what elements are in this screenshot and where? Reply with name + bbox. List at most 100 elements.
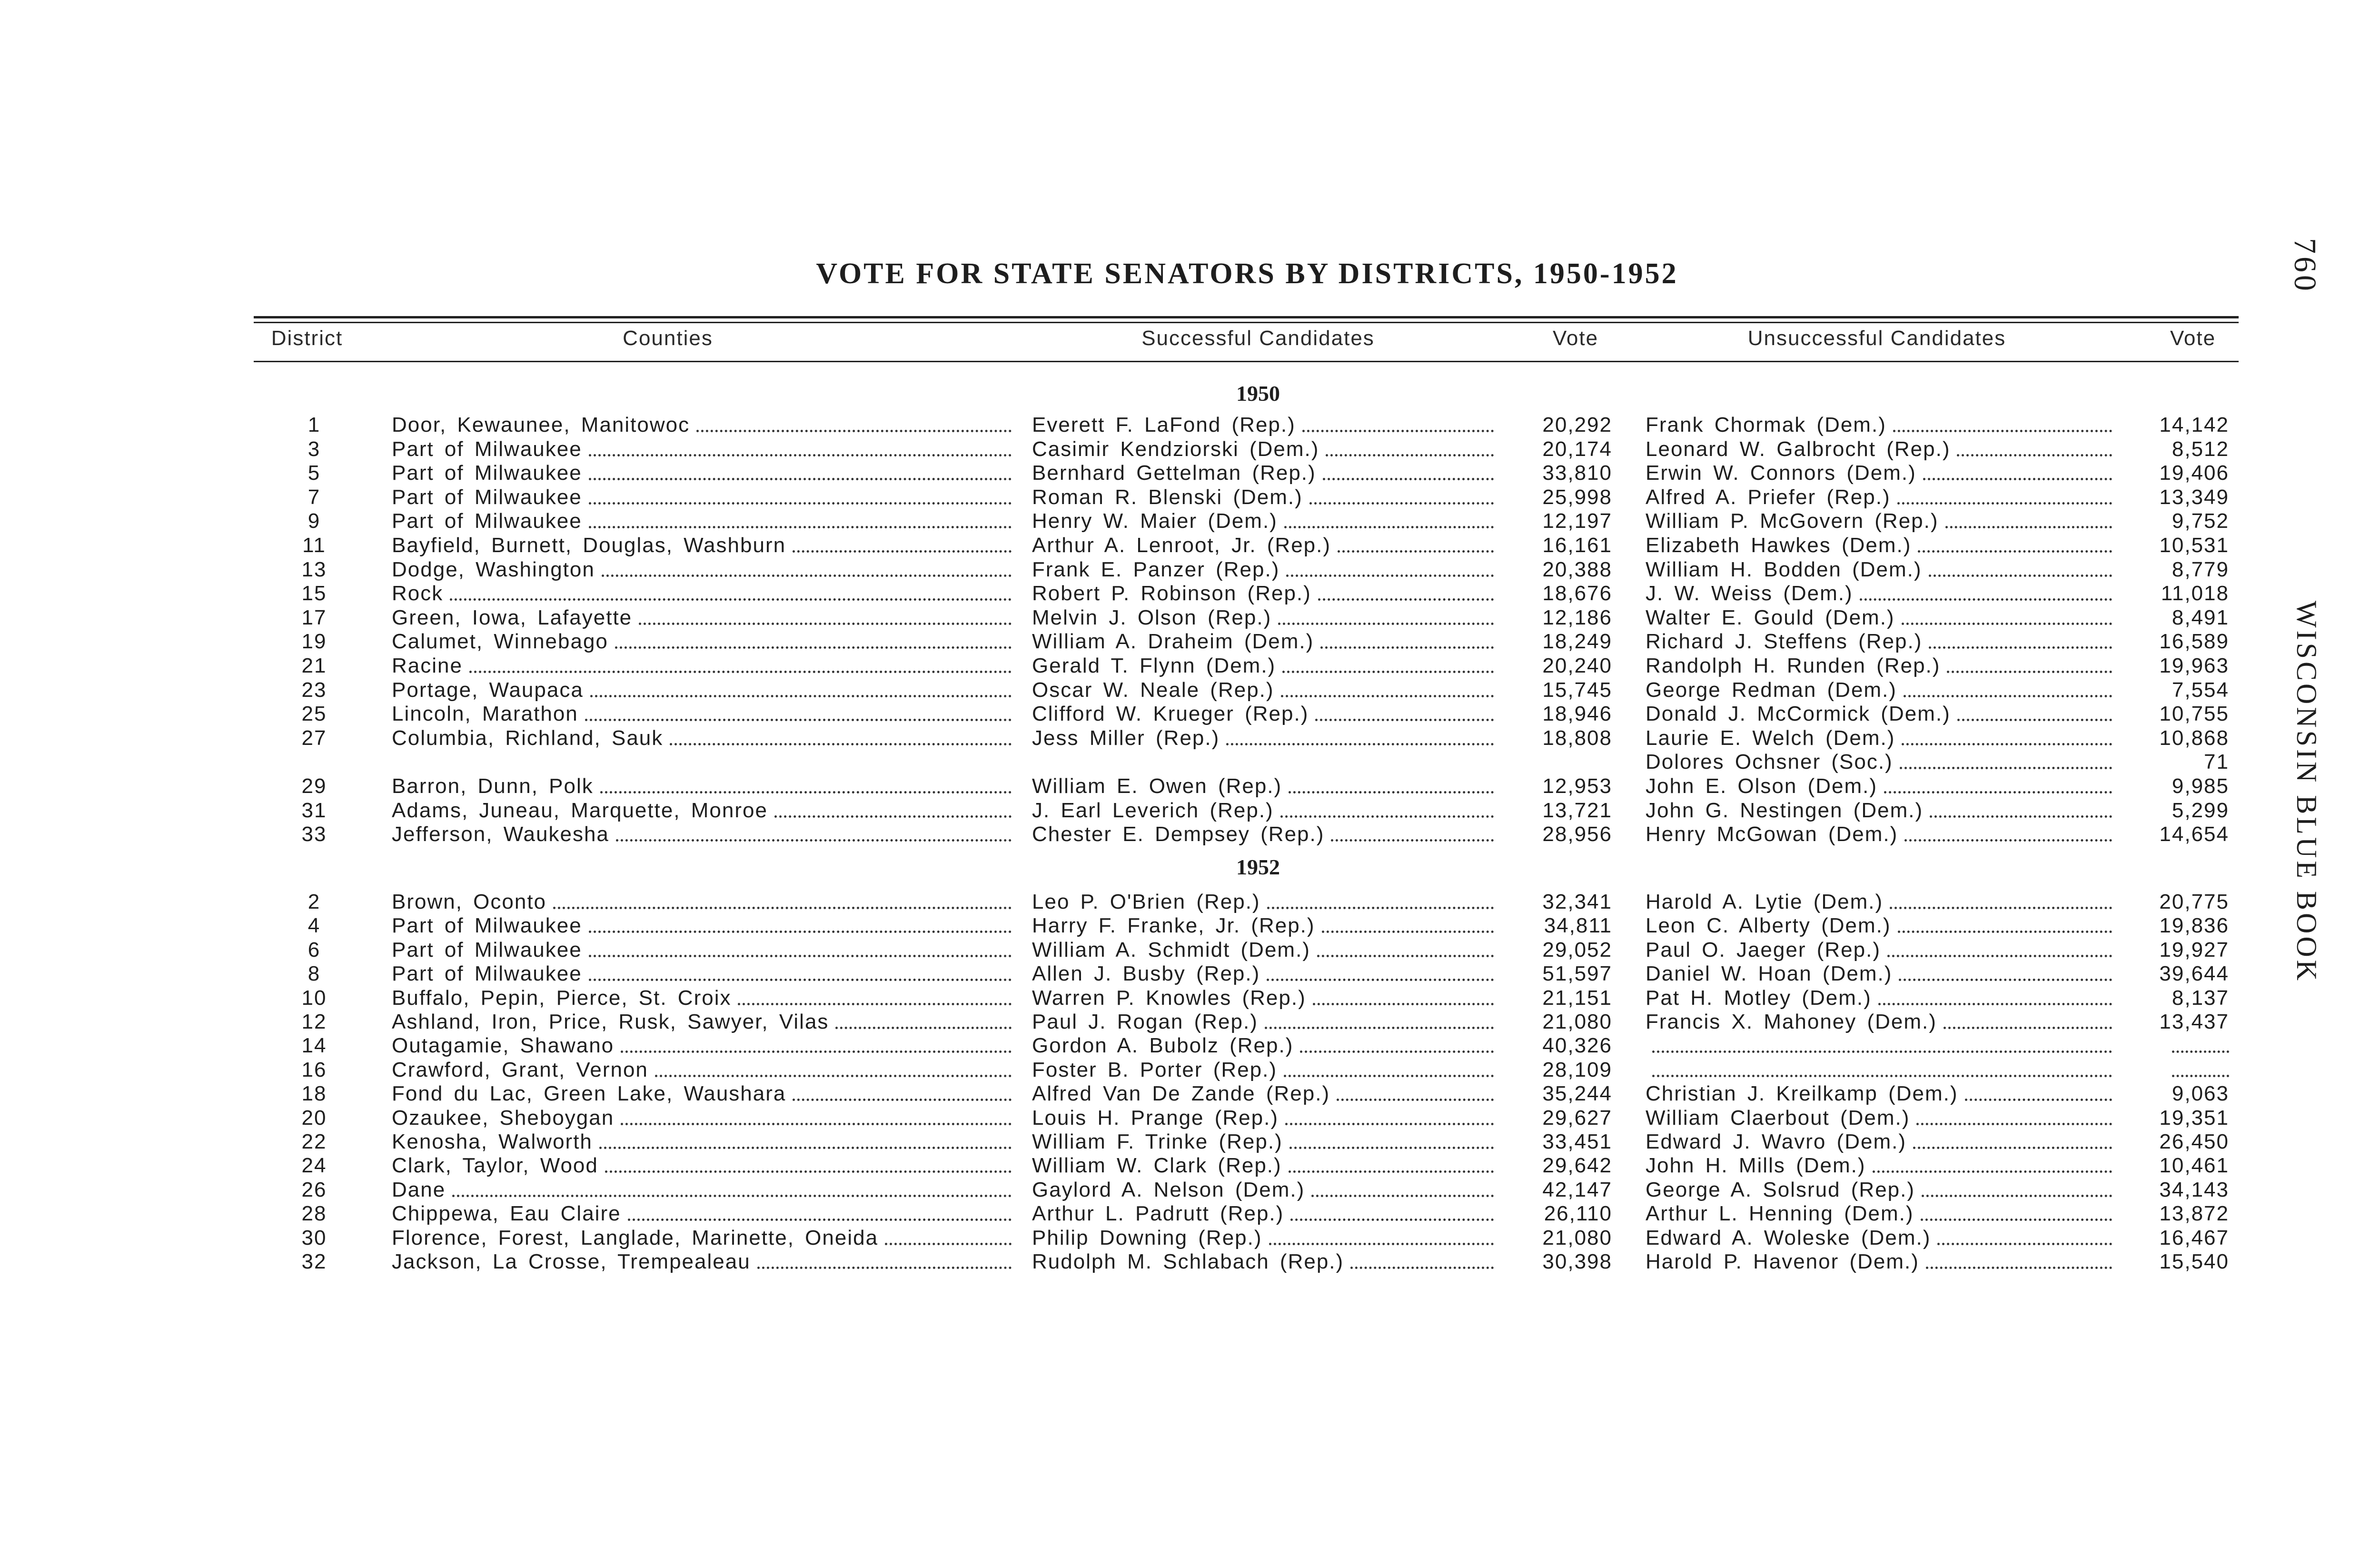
counties-text: Part of Milwaukee [392,437,582,461]
successful-vote: 34,811 [1544,914,1612,938]
table-row: 21 Racine Gerald T. Flynn (Dem.) 20,240 Rand… [0,654,2380,678]
dot-leader [1350,1267,1494,1269]
successful-vote: 30,398 [1542,1250,1612,1273]
successful-vote: 18,946 [1542,702,1612,726]
counties: Green, Iowa, Lafayette [392,606,1012,630]
counties-text: Jefferson, Waukesha [392,823,609,846]
counties: Buffalo, Pepin, Pierce, St. Croix [392,986,1012,1010]
successful-vote: 26,110 [1544,1202,1612,1226]
dot-leader [1887,954,2112,957]
unsuccessful-candidate: Erwin W. Connors (Dem.) [1646,461,2112,485]
table-row: 26 Dane Gaylord A. Nelson (Dem.) 42,147 Geor… [0,1178,2380,1202]
unsuccessful-vote: 13,437 [2159,1010,2229,1033]
counties-text: Part of Milwaukee [392,485,582,509]
dot-leader [1884,791,2112,793]
successful-candidate: Bernhard Gettelman (Rep.) [1032,461,1494,485]
dot-leader [1913,1147,2112,1149]
table-row: 17 Green, Iowa, Lafayette Melvin J. Olson … [0,606,2380,630]
successful-vote: 33,810 [1542,461,1612,485]
counties-text: Kenosha, Walworth [392,1130,593,1153]
counties: Adams, Juneau, Marquette, Monroe [392,799,1012,823]
district-number: 2 [307,890,321,913]
dot-leader [1957,454,2112,456]
counties-text: Lincoln, Marathon [392,702,578,726]
unsuccessful-candidate-text: Christian J. Kreilkamp (Dem.) [1646,1082,1958,1106]
unsuccessful-candidate-text: Elizabeth Hawkes (Dem.) [1646,534,1912,557]
unsuccessful-candidate-text: Walter E. Gould (Dem.) [1646,605,1895,629]
dot-leader [450,598,1012,601]
dot-leader [757,1267,1012,1269]
successful-candidate: Louis H. Prange (Rep.) [1032,1106,1494,1130]
district-number: 21 [301,654,327,677]
unsuccessful-candidate: Pat H. Motley (Dem.) [1646,986,2112,1010]
successful-candidate-text: William A. Draheim (Dem.) [1032,630,1314,654]
successful-candidate-text: Roman R. Blenski (Dem.) [1032,485,1303,509]
unsuccessful-candidate-text: Randolph H. Runden (Rep.) [1646,654,1941,677]
unsuccessful-vote-blank [2132,1034,2229,1058]
district-number: 9 [307,509,321,533]
unsuccessful-candidate-blank [1646,1058,2112,1082]
counties-text: Outagamie, Shawano [392,1034,615,1058]
unsuccessful-candidate-text: Frank Chormak (Dem.) [1646,413,1886,436]
district-number: 14 [301,1034,327,1058]
district-number: 3 [307,437,321,461]
successful-candidate: Arthur L. Padrutt (Rep.) [1032,1202,1494,1226]
page-title: VOTE FOR STATE SENATORS BY DISTRICTS, 19… [816,258,1678,290]
unsuccessful-vote: 11,018 [2161,582,2229,605]
district-number: 30 [301,1226,327,1249]
successful-candidate-text: Foster B. Porter (Rep.) [1032,1058,1278,1081]
unsuccessful-vote: 71 [2204,750,2229,774]
table-row: 4 Part of Milwaukee Harry F. Franke, Jr. (… [0,914,2380,938]
table-row: 6 Part of Milwaukee William A. Schmidt (De… [0,938,2380,962]
unsuccessful-candidate-text: John E. Olson (Dem.) [1646,774,1878,798]
unsuccessful-vote: 8,137 [2172,986,2229,1010]
unsuccessful-candidate: Christian J. Kreilkamp (Dem.) [1646,1082,2112,1106]
table-row: 1 Door, Kewaunee, Manitowoc Everett F. LaF… [0,413,2380,437]
unsuccessful-candidate: George A. Solsrud (Rep.) [1646,1178,2112,1202]
successful-candidate: Henry W. Maier (Dem.) [1032,509,1494,533]
unsuccessful-candidate: William Claerbout (Dem.) [1646,1106,2112,1130]
successful-candidate: William F. Trinke (Rep.) [1032,1130,1494,1154]
unsuccessful-vote: 10,755 [2159,702,2229,726]
unsuccessful-candidate: William P. McGovern (Rep.) [1646,509,2112,533]
successful-candidate: Harry F. Franke, Jr. (Rep.) [1032,914,1494,938]
counties: Columbia, Richland, Sauk [392,726,1012,750]
table-row: 15 Rock Robert P. Robinson (Rep.) 18,676 J. … [0,582,2380,605]
unsuccessful-vote: 10,868 [2159,726,2229,750]
successful-vote: 33,451 [1542,1130,1612,1153]
dot-leader [588,954,1012,957]
successful-vote: 16,161 [1542,534,1612,557]
dot-leader [621,1050,1012,1053]
district-number: 31 [301,798,327,822]
table-row: 7 Part of Milwaukee Roman R. Blenski (Dem.… [0,486,2380,509]
successful-vote: 28,956 [1542,823,1612,846]
dot-leader [1652,1050,2112,1053]
unsuccessful-candidate: Edward A. Woleske (Dem.) [1646,1226,2112,1250]
unsuccessful-candidate: Henry McGowan (Dem.) [1646,823,2112,846]
district-number: 8 [307,962,321,986]
counties: Part of Milwaukee [392,461,1012,485]
district-number: 26 [301,1178,327,1201]
unsuccessful-vote: 20,775 [2159,890,2229,913]
successful-vote: 29,642 [1542,1154,1612,1178]
unsuccessful-candidate: Randolph H. Runden (Rep.) [1646,654,2112,678]
counties-text: Chippewa, Eau Claire [392,1202,621,1226]
counties: Calumet, Winnebago [392,630,1012,654]
table-row: 10 Buffalo, Pepin, Pierce, St. Croix Warre… [0,986,2380,1010]
district-number: 27 [301,726,327,750]
district-number: 11 [302,534,326,557]
counties: Part of Milwaukee [392,938,1012,962]
counties: Rock [392,582,1012,605]
district-number: 32 [301,1250,327,1273]
district-number: 17 [301,605,327,629]
successful-candidate-text: Philip Downing (Rep.) [1032,1226,1262,1249]
dot-leader [793,1099,1012,1101]
top-rule [254,316,2239,318]
district-number: 20 [301,1106,327,1130]
dot-leader [1284,1074,1494,1077]
dot-leader [588,502,1012,505]
dot-leader [1890,907,2112,909]
header-successful: Successful Candidates [1141,327,1375,350]
dot-leader [1897,502,2112,505]
dot-leader [2172,1050,2229,1053]
